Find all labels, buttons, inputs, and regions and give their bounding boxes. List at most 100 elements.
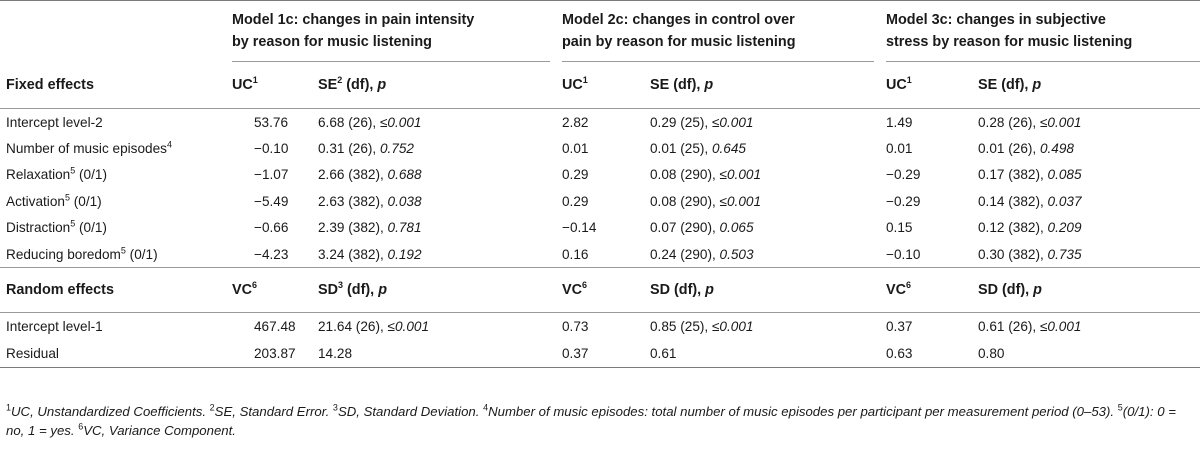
se-p-cell-m2: 0.08 (290), ≤0.001 [650, 188, 874, 214]
uc-value-m2: −0.14 [562, 220, 597, 236]
gap-cell [874, 339, 886, 368]
fixed-effects-label: Fixed effects [0, 61, 232, 109]
se-p-cell-m1: 6.68 (26), ≤0.001 [318, 109, 550, 136]
sd-value: 0.80 [978, 345, 1005, 361]
row-label: Relaxation5 (0/1) [6, 165, 107, 183]
sd-p-cell-m3: 0.80 [978, 339, 1200, 368]
p-value: 0.645 [711, 141, 746, 157]
sd-p-cell-m2: 0.61 [650, 339, 874, 368]
model-2-title-line1: Model 2c: changes in control over [562, 12, 795, 28]
se-value: 0.28 (26), [978, 114, 1040, 130]
sd-p-cell-m1: 21.64 (26), ≤0.001 [318, 313, 550, 340]
p-value: ≤0.001 [1039, 319, 1082, 335]
se-value: 2.66 (382), [318, 167, 388, 183]
corner-cell [0, 1, 232, 62]
uc-value-m2: 0.01 [562, 141, 589, 157]
se-header-m3: SE (df), p [978, 61, 1200, 109]
gap-cell [550, 162, 562, 188]
sd-value: 0.85 (25), [650, 319, 712, 335]
row-label: Distraction5 (0/1) [6, 218, 107, 236]
p-value: 0.085 [1047, 167, 1082, 183]
gap-cell [550, 109, 562, 136]
gap-cell [874, 61, 886, 109]
random-effects-header-row: Random effects VC6 SD3 (df), p VC6 SD (d… [0, 267, 1200, 314]
vc-value-m1: 467.48 [254, 319, 296, 335]
model-3-title-line1: Model 3c: changes in subjective [886, 12, 1106, 28]
table-row: Activation5 (0/1) −5.49 2.63 (382), 0.038 0… [0, 188, 1200, 214]
p-value: ≤0.001 [719, 167, 762, 183]
se-p-cell-m3: 0.01 (26), 0.498 [978, 135, 1200, 161]
gap-cell [874, 241, 886, 268]
sd-p-cell-m1: 14.28 [318, 339, 550, 368]
se-value: 0.31 (26), [318, 141, 380, 157]
sd-p-cell-m3: 0.61 (26), ≤0.001 [978, 313, 1200, 340]
model-3-title-line2: stress by reason for music listening [886, 34, 1133, 50]
model-1-title-line1: Model 1c: changes in pain intensity [232, 12, 475, 28]
gap-cell [874, 109, 886, 136]
se-value: 2.63 (382), [318, 193, 388, 209]
se-value: 0.08 (290), [650, 193, 720, 209]
se-p-cell-m2: 0.07 (290), 0.065 [650, 215, 874, 241]
se-value: 0.12 (382), [978, 220, 1048, 236]
se-value: 0.01 (25), [650, 141, 712, 157]
se-p-cell-m2: 0.01 (25), 0.645 [650, 135, 874, 161]
se-value: 0.14 (382), [978, 193, 1048, 209]
row-label: Activation5 (0/1) [6, 192, 102, 209]
model-2-title-line2: pain by reason for music listening [562, 34, 796, 50]
row-label: Number of music episodes4 [6, 139, 172, 157]
se-p-cell-m1: 0.31 (26), 0.752 [318, 135, 550, 161]
uc-value-m1: −4.23 [254, 246, 289, 262]
se-p-cell-m2: 0.08 (290), ≤0.001 [650, 162, 874, 188]
gap-cell [550, 339, 562, 368]
table-row: Reducing boredom5 (0/1) −4.23 3.24 (382), … [0, 241, 1200, 268]
gap-cell [874, 267, 886, 314]
se-p-cell-m1: 2.66 (382), 0.688 [318, 162, 550, 188]
se-p-cell-m1: 2.63 (382), 0.038 [318, 188, 550, 214]
gap-cell [550, 313, 562, 340]
gap-cell [874, 135, 886, 161]
uc-value-m2: 2.82 [562, 114, 589, 130]
uc-value-m3: −0.29 [886, 167, 921, 183]
p-value: 0.209 [1047, 220, 1082, 236]
gap-cell [550, 215, 562, 241]
gap-cell [550, 135, 562, 161]
uc-value-m2: 0.16 [562, 246, 589, 262]
se-p-cell-m2: 0.24 (290), 0.503 [650, 241, 874, 268]
se-p-cell-m1: 3.24 (382), 0.192 [318, 241, 550, 268]
uc-value-m3: 1.49 [886, 114, 913, 130]
se-value: 0.01 (26), [978, 141, 1040, 157]
p-value: 0.065 [719, 220, 754, 236]
sd-value: 21.64 (26), [318, 319, 388, 335]
gap-cell [550, 188, 562, 214]
gap-cell [874, 1, 886, 62]
model-1-header: Model 1c: changes in pain intensity by r… [232, 1, 550, 62]
uc-value-m1: 53.76 [254, 114, 289, 130]
se-p-cell-m2: 0.29 (25), ≤0.001 [650, 109, 874, 136]
row-label: Intercept level-1 [6, 319, 103, 335]
p-value: ≤0.001 [379, 114, 422, 130]
p-value: 0.735 [1047, 246, 1082, 262]
top-rule [0, 0, 1200, 1]
p-value: 0.038 [387, 193, 422, 209]
p-value: 0.037 [1047, 193, 1082, 209]
p-value: 0.503 [719, 246, 754, 262]
gap-cell [550, 61, 562, 109]
vc-value-m2: 0.37 [562, 339, 650, 368]
vc-value-m2: 0.73 [562, 319, 589, 335]
gap-cell [874, 188, 886, 214]
uc-value-m1: −0.66 [254, 220, 289, 236]
gap-cell [874, 162, 886, 188]
fixed-effects-header-row: Fixed effects UC1 SE2 (df), p UC1 SE (df… [0, 61, 1200, 109]
random-effects-body: Intercept level-1 467.48 21.64 (26), ≤0.00… [0, 313, 1200, 368]
vc-header-m3: VC6 [886, 267, 978, 314]
se-value: 0.17 (382), [978, 167, 1048, 183]
p-value: ≤0.001 [711, 319, 754, 335]
se-value: 0.07 (290), [650, 220, 720, 236]
uc-value-m1: −0.10 [254, 141, 289, 157]
model-1-title-line2: by reason for music listening [232, 34, 432, 50]
table-row: Relaxation5 (0/1) −1.07 2.66 (382), 0.688 0… [0, 162, 1200, 188]
p-value: 0.752 [379, 141, 414, 157]
uc-value-m2: 0.29 [562, 193, 589, 209]
gap-cell [550, 267, 562, 314]
se-header-m2: SE (df), p [650, 61, 874, 109]
